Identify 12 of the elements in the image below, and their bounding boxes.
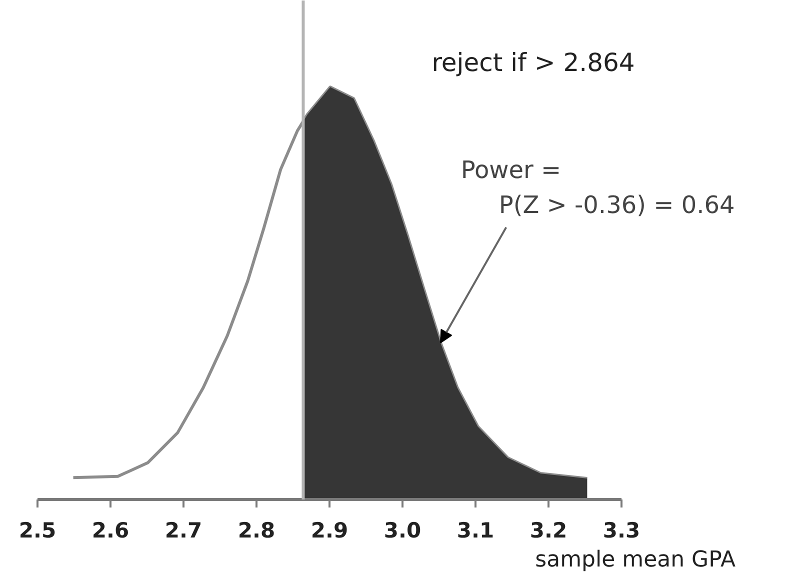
x-tick-label: 2.9 — [310, 518, 348, 542]
x-tick-label: 2.5 — [18, 518, 56, 542]
x-tick-label: 2.7 — [164, 518, 202, 542]
x-axis-title: sample mean GPA — [535, 548, 736, 572]
annotation: Power = P(Z > -0.36) = 0.64 — [460, 156, 735, 220]
x-tick-label: 2.6 — [92, 518, 130, 542]
text: reject if > 2.864 — [432, 48, 635, 77]
x-tick-label: 3.2 — [530, 518, 568, 542]
x-tick-label: 2.8 — [238, 518, 276, 542]
x-tick-label: 3.0 — [384, 518, 422, 542]
x-tick-label: 3.3 — [602, 518, 640, 542]
x-tick-label: 3.1 — [456, 518, 494, 542]
